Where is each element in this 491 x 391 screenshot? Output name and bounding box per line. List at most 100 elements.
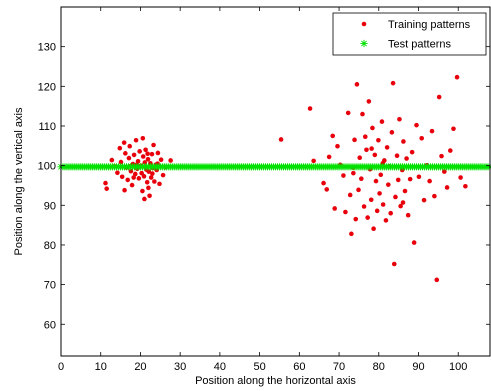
training-point bbox=[117, 146, 122, 151]
x-tick-label: 90 bbox=[412, 361, 424, 373]
training-point bbox=[125, 178, 130, 183]
training-point bbox=[396, 178, 401, 183]
y-tick-label: 130 bbox=[38, 42, 56, 54]
training-point bbox=[364, 147, 369, 152]
training-point bbox=[134, 138, 139, 143]
training-point bbox=[393, 195, 398, 200]
training-point bbox=[378, 172, 383, 177]
x-tick-label: 10 bbox=[95, 361, 107, 373]
x-tick-label: 40 bbox=[214, 361, 226, 373]
training-point bbox=[375, 209, 380, 214]
training-point bbox=[321, 181, 326, 186]
y-tick-label: 60 bbox=[44, 319, 56, 331]
training-point bbox=[463, 184, 468, 189]
training-point bbox=[371, 226, 376, 231]
training-point bbox=[419, 136, 424, 141]
training-point bbox=[437, 95, 442, 100]
y-tick-label: 70 bbox=[44, 280, 56, 292]
training-point bbox=[308, 106, 313, 111]
training-point bbox=[332, 206, 337, 211]
x-tick-label: 70 bbox=[333, 361, 345, 373]
training-point bbox=[168, 158, 173, 163]
training-point bbox=[401, 139, 406, 144]
training-point bbox=[430, 129, 435, 134]
training-point bbox=[362, 204, 367, 209]
training-point bbox=[408, 177, 413, 182]
training-point bbox=[343, 210, 348, 215]
legend-label-training: Training patterns bbox=[388, 19, 471, 31]
training-point bbox=[137, 149, 142, 154]
training-point bbox=[385, 145, 390, 150]
training-point bbox=[390, 130, 395, 135]
legend-test-asterisk bbox=[360, 40, 367, 47]
training-point bbox=[346, 111, 351, 116]
training-point bbox=[130, 183, 135, 188]
training-point bbox=[103, 181, 108, 186]
x-tick-label: 100 bbox=[449, 361, 467, 373]
training-point bbox=[141, 154, 146, 159]
training-point bbox=[137, 176, 142, 181]
training-point bbox=[335, 144, 340, 149]
training-point bbox=[445, 185, 450, 190]
training-point bbox=[330, 134, 335, 139]
y-tick-label: 90 bbox=[44, 200, 56, 212]
training-point bbox=[122, 140, 127, 145]
training-point bbox=[370, 126, 375, 131]
training-point bbox=[412, 240, 417, 245]
training-point bbox=[448, 148, 453, 153]
training-point bbox=[353, 217, 358, 222]
legend-marker-test bbox=[360, 40, 367, 47]
training-point bbox=[104, 186, 109, 191]
x-tick-label: 0 bbox=[58, 361, 64, 373]
training-point bbox=[410, 150, 415, 155]
training-point bbox=[149, 175, 154, 180]
training-point bbox=[381, 202, 386, 207]
training-point bbox=[123, 151, 128, 156]
training-point bbox=[391, 81, 396, 86]
training-point bbox=[145, 151, 150, 156]
training-point bbox=[161, 173, 166, 178]
training-point bbox=[377, 191, 382, 196]
x-tick-label: 50 bbox=[253, 361, 265, 373]
training-point bbox=[110, 158, 115, 163]
y-tick-label: 120 bbox=[38, 81, 56, 93]
training-point bbox=[392, 262, 397, 267]
training-point bbox=[427, 179, 432, 184]
x-tick-label: 60 bbox=[293, 361, 305, 373]
legend-label-test: Test patterns bbox=[388, 39, 451, 51]
training-point bbox=[147, 193, 152, 198]
training-point bbox=[356, 188, 361, 193]
training-point bbox=[365, 215, 370, 220]
training-point bbox=[324, 187, 329, 192]
training-point bbox=[141, 136, 146, 141]
training-point bbox=[406, 213, 411, 218]
training-point bbox=[380, 119, 385, 124]
training-point bbox=[146, 186, 151, 191]
x-tick-label: 80 bbox=[373, 361, 385, 373]
training-point bbox=[142, 197, 147, 202]
training-point bbox=[363, 134, 368, 139]
training-point bbox=[373, 153, 378, 158]
training-point bbox=[397, 117, 402, 122]
x-axis-label: Position along the horizontal axis bbox=[195, 375, 356, 387]
training-point bbox=[352, 138, 357, 143]
training-point bbox=[455, 75, 460, 80]
training-point bbox=[150, 152, 155, 157]
y-axis-label: Position along the vertical axis bbox=[13, 107, 25, 255]
training-point bbox=[143, 147, 148, 152]
training-point bbox=[327, 155, 332, 160]
training-point bbox=[458, 175, 463, 180]
training-point bbox=[359, 176, 364, 181]
training-point bbox=[132, 153, 137, 158]
training-point bbox=[422, 198, 427, 203]
training-point bbox=[157, 182, 162, 187]
training-point bbox=[127, 156, 132, 161]
training-point bbox=[451, 126, 456, 131]
training-point bbox=[115, 170, 120, 175]
training-point bbox=[357, 155, 362, 160]
training-point bbox=[151, 143, 156, 148]
training-point bbox=[159, 157, 164, 162]
training-point bbox=[414, 123, 419, 128]
training-point bbox=[386, 182, 391, 187]
training-point bbox=[367, 99, 372, 104]
